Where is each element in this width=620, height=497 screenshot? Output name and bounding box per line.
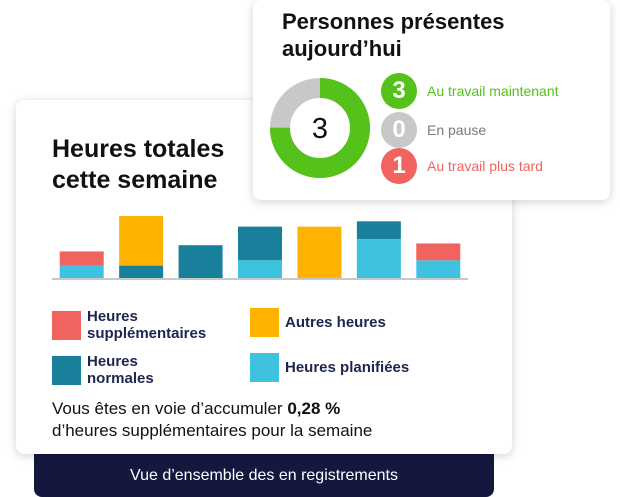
legend-item-overtime: Heures supplémentaires (52, 308, 206, 342)
legend-swatch-planned (250, 353, 279, 382)
bar-segment-4-1 (238, 226, 282, 261)
legend-item-regular: Heures normales (52, 353, 154, 387)
overtime-percentage: 0,28 % (287, 399, 341, 418)
bar-segment-7-3 (416, 243, 461, 261)
present-today-title: Personnes présentes aujourd’hui (282, 9, 505, 61)
legend-swatch-overtime (52, 310, 81, 340)
legend-swatch-regular (52, 355, 81, 385)
summary-suffix: d’heures supplémentaires pour la semaine (52, 421, 373, 440)
records-overview-bar[interactable]: Vue d’ensemble des en registrements (34, 452, 494, 497)
legend-label-other: Autres heures (285, 314, 386, 331)
status-count-badge: 3 (381, 73, 417, 109)
status-label: Au travail maintenant (427, 83, 559, 99)
summary-prefix: Vous êtes en voie d’accumuler (52, 399, 288, 418)
legend-label-planned: Heures planifiées (285, 359, 410, 376)
weekly-hours-title: Heures totales cette semaine (52, 135, 225, 194)
bar-segment-1-3 (59, 251, 104, 266)
status-label: En pause (427, 122, 487, 138)
status-working-now: 3 Au travail maintenant (381, 73, 559, 109)
bar-segment-4-0 (238, 260, 282, 278)
bar-segment-3-1 (178, 245, 223, 278)
weekly-hours-chart (52, 216, 468, 280)
legend-item-other: Autres heures (250, 308, 386, 337)
status-working-later: 1 Au travail plus tard (381, 148, 543, 184)
donut-segment-working (270, 78, 370, 178)
bar-segment-2-2 (119, 216, 164, 266)
present-today-card: Personnes présentes aujourd’hui 3 3 Au t… (253, 0, 610, 200)
bar-segment-2-1 (119, 265, 164, 278)
legend-item-planned: Heures planifiées (250, 353, 409, 382)
bar-segment-6-0 (356, 239, 401, 278)
legend-label-regular: Heures normales (87, 353, 154, 387)
status-count-badge: 1 (381, 148, 417, 184)
status-count-badge: 0 (381, 112, 417, 148)
bar-segment-6-1 (356, 221, 401, 240)
status-on-break: 0 En pause (381, 112, 486, 148)
presence-donut-chart: 3 (270, 78, 370, 178)
donut-center-count: 3 (312, 113, 328, 145)
legend-label-overtime: Heures supplémentaires (87, 308, 207, 342)
status-label: Au travail plus tard (427, 158, 543, 174)
bar-segment-5-2 (297, 226, 342, 278)
overtime-summary: Vous êtes en voie d’accumuler 0,28 % d’h… (52, 398, 472, 442)
legend-swatch-other (250, 308, 279, 337)
bar-segment-7-0 (416, 260, 461, 278)
records-overview-label: Vue d’ensemble des en registrements (130, 467, 398, 484)
bar-segment-1-0 (59, 265, 104, 278)
